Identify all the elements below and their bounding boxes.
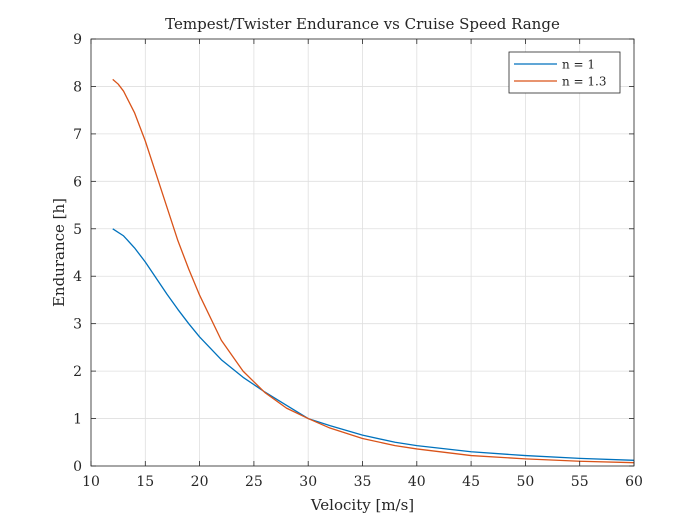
legend-label-1: n = 1 xyxy=(562,58,595,72)
x-tick-label: 50 xyxy=(516,474,534,490)
x-tick-label: 15 xyxy=(136,474,154,490)
x-tick-label: 25 xyxy=(245,474,263,490)
series-group xyxy=(112,78,635,464)
legend-box xyxy=(508,51,621,94)
legend: n = 1 n = 1.3 xyxy=(508,51,621,94)
x-tick-label: 35 xyxy=(354,474,372,490)
series-line-1 xyxy=(112,228,635,461)
x-tick-label: 60 xyxy=(625,474,643,490)
y-tick-label: 7 xyxy=(73,127,82,143)
y-tick-label: 2 xyxy=(73,364,82,380)
x-tick-label: 10 xyxy=(82,474,100,490)
y-tick-label: 4 xyxy=(73,269,82,285)
y-tick-label: 5 xyxy=(73,222,82,238)
x-tick-label: 40 xyxy=(408,474,426,490)
x-axis-label: Velocity [m/s] xyxy=(310,496,414,514)
legend-label-2: n = 1.3 xyxy=(562,75,607,89)
chart-title: Tempest/Twister Endurance vs Cruise Spee… xyxy=(165,15,560,33)
x-tick-label: 45 xyxy=(462,474,480,490)
series-line-2 xyxy=(112,78,635,464)
x-tick-label: 20 xyxy=(191,474,209,490)
y-tick-label: 3 xyxy=(73,317,82,333)
y-tick-label: 0 xyxy=(73,459,82,475)
y-tick-label: 6 xyxy=(73,174,82,190)
x-tick-label: 55 xyxy=(571,474,589,490)
y-axis-label: Endurance [h] xyxy=(50,198,68,307)
y-tick-label: 1 xyxy=(73,412,82,428)
x-tick-label: 30 xyxy=(299,474,317,490)
y-tick-label: 8 xyxy=(73,79,82,95)
y-tick-label: 9 xyxy=(73,32,82,48)
